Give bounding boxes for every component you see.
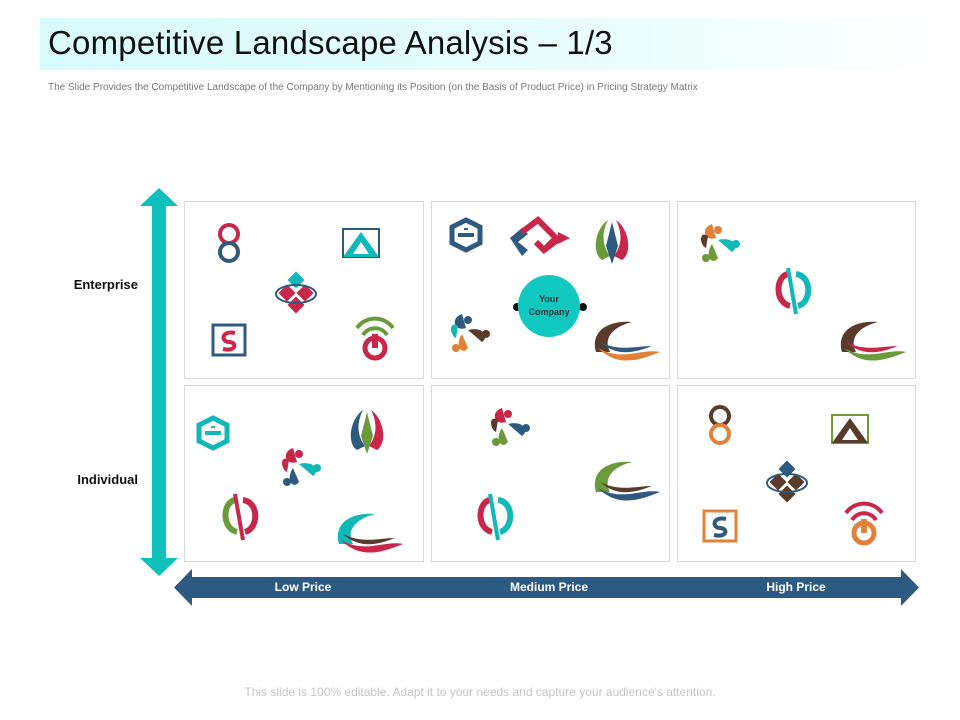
split-circle-logo-icon bbox=[477, 493, 514, 541]
signal-power-logo-icon bbox=[355, 316, 395, 361]
triangle-logo-icon bbox=[342, 228, 380, 258]
figure-eight-logo-icon bbox=[709, 405, 731, 445]
your-company-marker: Your Company bbox=[513, 275, 587, 337]
shield-hexagon-logo-icon bbox=[196, 415, 230, 451]
price-axis-arrow bbox=[174, 569, 919, 606]
pinwheel-logo-icon bbox=[282, 448, 321, 486]
cell-individual-high bbox=[677, 385, 916, 562]
slide-subtitle: The Slide Provides the Competitive Lands… bbox=[48, 82, 698, 93]
split-circle-logo-icon bbox=[222, 493, 259, 541]
figure-eight-logo-icon bbox=[218, 223, 240, 263]
title-band bbox=[40, 18, 935, 70]
cell-individual-low bbox=[184, 385, 424, 562]
column-label-high-price: High Price bbox=[766, 580, 826, 594]
s-box-logo-icon bbox=[211, 323, 247, 357]
diamond-cluster-logo-icon bbox=[275, 271, 317, 314]
footer-note: This slide is 100% editable. Adapt it to… bbox=[244, 685, 716, 699]
your-company-label-line2: Company bbox=[528, 307, 569, 317]
shield-hexagon-logo-icon bbox=[449, 217, 483, 253]
row-label-individual: Individual bbox=[77, 472, 138, 487]
column-label-medium-price: Medium Price bbox=[509, 580, 589, 594]
vertical-axis-arrow bbox=[140, 188, 178, 576]
swoosh-logo-icon bbox=[840, 321, 906, 361]
pinwheel-logo-icon bbox=[701, 224, 740, 262]
sprout-logo-icon bbox=[350, 410, 384, 454]
sprout-logo-icon bbox=[595, 220, 629, 264]
cell-enterprise-high bbox=[677, 201, 916, 379]
split-circle-logo-icon bbox=[775, 267, 812, 315]
diamond-cluster-logo-icon bbox=[766, 460, 808, 503]
slide-title: Competitive Landscape Analysis – 1/3 bbox=[48, 24, 613, 61]
pinwheel-logo-icon bbox=[451, 314, 490, 352]
cell-enterprise-low bbox=[184, 201, 424, 379]
s-box-logo-icon bbox=[702, 509, 738, 543]
swoosh-logo-icon bbox=[594, 321, 660, 361]
your-company-label-line1: Your bbox=[539, 294, 559, 304]
row-label-enterprise: Enterprise bbox=[73, 277, 138, 292]
signal-power-logo-icon bbox=[844, 501, 884, 546]
chevron-diamond-logo-icon bbox=[510, 216, 570, 256]
triangle-logo-icon bbox=[831, 414, 869, 444]
pinwheel-logo-icon bbox=[491, 408, 530, 446]
cell-enterprise-medium: Your Company bbox=[431, 201, 670, 379]
swoosh-logo-icon bbox=[594, 461, 660, 501]
cell-individual-medium bbox=[431, 385, 670, 562]
column-label-low-price: Low Price bbox=[274, 580, 332, 594]
swoosh-logo-icon bbox=[337, 513, 403, 553]
